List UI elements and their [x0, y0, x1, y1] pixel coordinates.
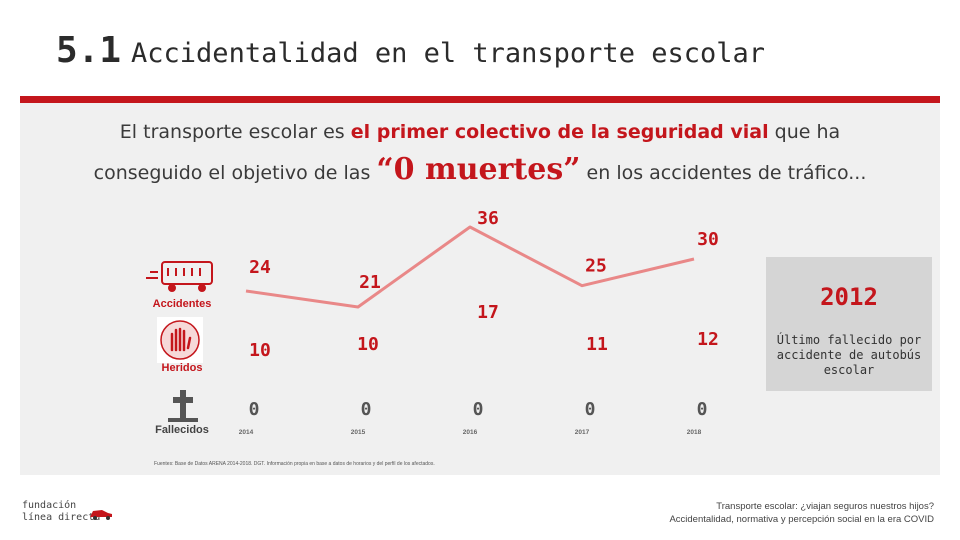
deaths-value-label: 0: [473, 399, 484, 420]
intro-line-2: conseguido el objetivo de las “0 muertes…: [0, 152, 960, 187]
injured-label: Heridos: [161, 362, 203, 374]
intro-line-1: El transporte escolar es el primer colec…: [0, 121, 960, 143]
year-tick-label: 2017: [575, 429, 590, 436]
accidents-value-label: 36: [477, 208, 499, 229]
cross-icon: [168, 390, 198, 422]
injured-hand-icon: [157, 317, 203, 363]
injured-value-label: 17: [477, 302, 499, 323]
logo: fundación línea directa: [22, 500, 100, 524]
intro-text: que ha: [768, 121, 841, 143]
bus-icon: [146, 261, 213, 292]
footer-line-2: Accidentalidad, normativa y percepción s…: [669, 514, 934, 525]
deaths-value-label: 0: [585, 399, 596, 420]
deaths-value-label: 0: [361, 399, 372, 420]
accent-bar: [20, 96, 940, 103]
injured-value-label: 10: [357, 334, 379, 355]
section-number: 5.1: [56, 30, 122, 71]
year-tick-label: 2015: [351, 429, 366, 436]
source-note: Fuentes: Base de Datos ARENA 2014-2018. …: [154, 461, 435, 467]
last-fatality-caption: Último fallecido por accidente de autobú…: [776, 333, 922, 377]
year-tick-label: 2014: [239, 429, 254, 436]
deaths-value-label: 0: [697, 399, 708, 420]
logo-line-1: fundación: [22, 500, 77, 511]
accidents-value-label: 30: [697, 229, 719, 250]
year-tick-label: 2016: [463, 429, 478, 436]
zero-deaths-highlight: “0 muertes”: [376, 152, 581, 187]
page-title: 5.1 Accidentalidad en el transporte escol…: [56, 30, 765, 71]
accidents-value-label: 25: [585, 256, 607, 277]
logo-line-2: línea directa: [22, 512, 101, 523]
footer-line-1: Transporte escolar: ¿viajan seguros nues…: [716, 501, 934, 512]
last-fatality-box: 2012 Último fallecido por accidente de a…: [766, 257, 932, 391]
accidents-label: Accidentes: [152, 298, 212, 310]
intro-text: El transporte escolar es: [119, 121, 351, 143]
intro-highlight: el primer colectivo de la seguridad vial: [350, 121, 769, 143]
deaths-label: Fallecidos: [155, 424, 209, 436]
injured-value-label: 12: [697, 329, 719, 350]
section-title: Accidentalidad en el transporte escolar: [131, 38, 765, 69]
injured-value-label: 11: [586, 334, 608, 355]
year-tick-label: 2018: [687, 429, 702, 436]
car-logo-icon: [90, 510, 112, 520]
accidents-value-label: 24: [249, 257, 271, 278]
deaths-value-label: 0: [249, 399, 260, 420]
accidents-line: [245, 225, 695, 309]
footer: Transporte escolar: ¿viajan seguros nues…: [669, 500, 934, 526]
intro-text: en los accidentes de tráfico...: [580, 162, 867, 184]
intro-text: conseguido el objetivo de las: [93, 162, 377, 184]
last-fatality-year: 2012: [820, 283, 878, 311]
accidents-value-label: 21: [359, 272, 381, 293]
injured-value-label: 10: [249, 340, 271, 361]
